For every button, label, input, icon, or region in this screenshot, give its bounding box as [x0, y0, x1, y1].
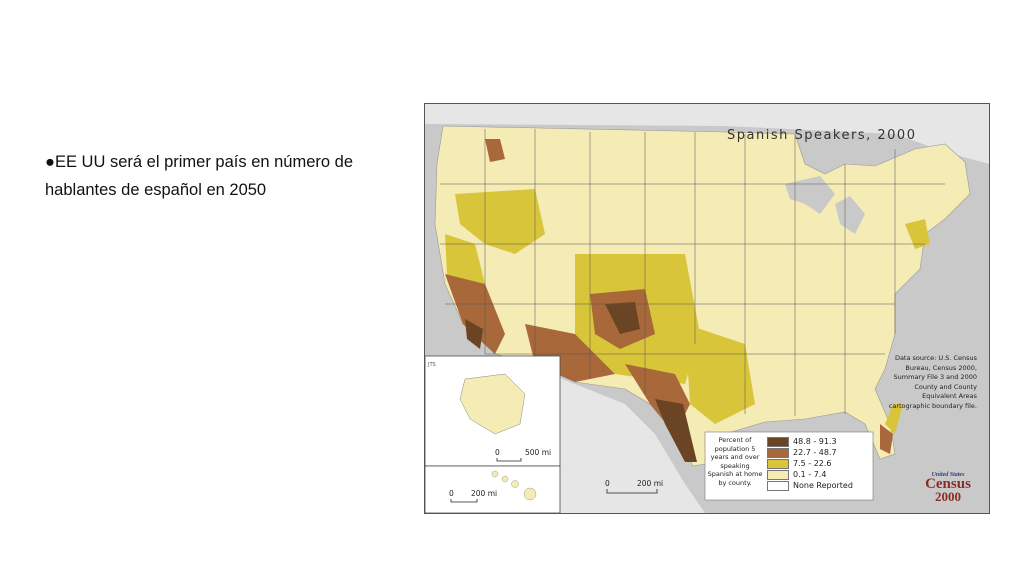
- scale-alaska-distance: 500 mi: [525, 448, 552, 457]
- state-boundaries: [440, 129, 945, 416]
- scale-alaska-zero: 0: [495, 448, 500, 457]
- legend-swatch: [767, 447, 789, 458]
- logo-line-1: United States: [931, 472, 965, 478]
- great-lakes: [785, 176, 835, 214]
- legend-label: 7.5 - 22.6: [793, 459, 832, 468]
- legend-label: 22.7 - 48.7: [793, 448, 837, 457]
- legend-item-3: 7.5 - 22.6: [767, 458, 853, 469]
- hawaii-shapes: [491, 470, 537, 501]
- legend-item-4: 0.1 - 7.4: [767, 469, 853, 480]
- canada-land: [425, 104, 989, 164]
- legend-box: [704, 431, 874, 501]
- legend-swatch: [767, 458, 789, 469]
- alaska-shape: [459, 373, 526, 435]
- spanish-speakers-map: Spanish Speakers, 2000 Data source: U.S.…: [424, 103, 990, 514]
- legend-item-1: 48.8 - 91.3: [767, 436, 853, 447]
- washington-high: [485, 139, 505, 162]
- slide-bullet-text: ●EE UU será el primer país en número de …: [45, 153, 354, 199]
- imperial-highest: [465, 319, 483, 349]
- scale-hawaii-zero: 0: [449, 489, 454, 498]
- data-source-note: Data source: U.S. Census Bureau, Census …: [888, 354, 977, 410]
- miami-high: [880, 424, 893, 454]
- census-2000-logo: United States Census 2000: [917, 472, 979, 503]
- legend-label: 0.1 - 7.4: [793, 470, 827, 479]
- logo-line-2: Census: [925, 476, 971, 492]
- legend-swatch: [767, 436, 789, 447]
- legend-swatch: [767, 469, 789, 480]
- legend-item-2: 22.7 - 48.7: [767, 447, 853, 458]
- map-credit: JTS: [428, 362, 436, 368]
- great-lakes-east: [835, 196, 865, 234]
- northern-nm-highest: [605, 302, 640, 334]
- scale-main-zero: 0: [605, 479, 610, 488]
- map-graphic: [425, 104, 989, 513]
- california-south-high: [445, 274, 505, 354]
- northwest-moderate-region: [455, 189, 545, 254]
- legend-item-5: None Reported: [767, 480, 853, 491]
- legend: 48.8 - 91.3 22.7 - 48.7 7.5 - 22.6 0.1 -…: [767, 436, 853, 491]
- legend-label: None Reported: [793, 481, 853, 490]
- florida-moderate: [885, 404, 903, 434]
- texas-moderate-region: [685, 324, 755, 424]
- scale-bars: [450, 458, 658, 503]
- logo-line-3: 2000: [935, 489, 961, 504]
- northeast-moderate: [905, 219, 930, 249]
- hawaii-inset-box: [425, 465, 561, 513]
- legend-caption: Percent of population 5 years and over s…: [707, 436, 763, 487]
- scale-main-distance: 200 mi: [637, 479, 664, 488]
- legend-swatch: [767, 480, 789, 491]
- rio-grande-highest: [655, 399, 697, 462]
- scale-hawaii-distance: 200 mi: [471, 489, 498, 498]
- legend-label: 48.8 - 91.3: [793, 437, 837, 446]
- map-title: Spanish Speakers, 2000: [727, 128, 917, 143]
